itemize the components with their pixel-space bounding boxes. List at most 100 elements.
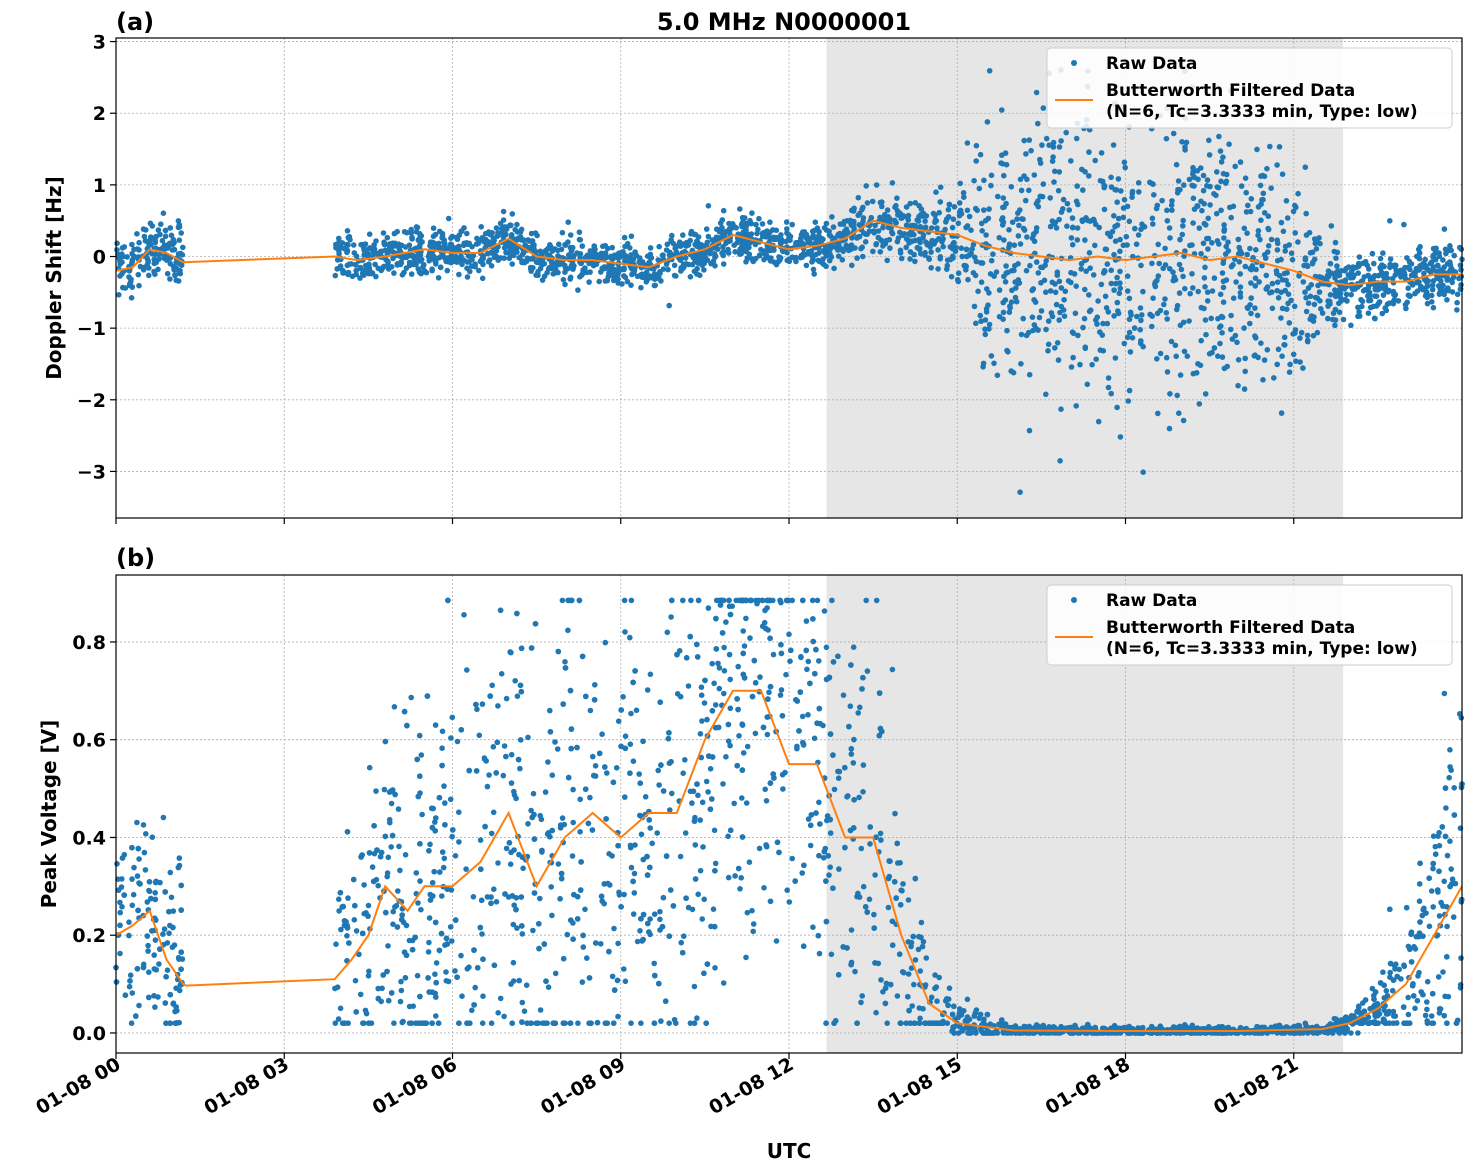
raw-data-point — [402, 244, 409, 250]
raw-data-point — [1126, 218, 1133, 225]
raw-data-point — [353, 928, 360, 934]
raw-data-point — [155, 227, 162, 233]
raw-data-point — [871, 228, 877, 234]
raw-data-point — [657, 268, 663, 275]
raw-data-point — [160, 210, 167, 216]
raw-data-point — [1279, 305, 1286, 312]
raw-data-point — [811, 735, 818, 742]
raw-data-point — [1163, 310, 1170, 316]
raw-data-point — [1099, 178, 1106, 185]
raw-data-point — [128, 295, 135, 301]
raw-data-point — [823, 644, 830, 651]
raw-data-point — [1032, 299, 1039, 305]
raw-data-point — [1281, 270, 1288, 277]
raw-data-point — [488, 830, 495, 837]
raw-data-point — [167, 869, 174, 876]
raw-data-point — [1318, 306, 1324, 312]
raw-data-point — [464, 265, 470, 272]
raw-data-point — [1307, 250, 1314, 256]
raw-data-point — [667, 807, 673, 813]
raw-data-point — [1214, 184, 1220, 190]
raw-data-point — [1385, 289, 1392, 295]
raw-data-point — [633, 252, 640, 259]
raw-data-point — [373, 788, 379, 794]
raw-data-point — [452, 968, 458, 974]
raw-data-point — [508, 751, 515, 758]
raw-data-point — [631, 266, 638, 273]
raw-data-point — [986, 206, 992, 212]
raw-data-point — [1152, 283, 1159, 290]
raw-data-point — [1160, 265, 1166, 272]
raw-data-point — [695, 891, 701, 898]
raw-data-point — [1115, 215, 1122, 222]
raw-data-point — [1211, 345, 1218, 351]
raw-data-point — [920, 235, 926, 241]
raw-data-point — [1329, 316, 1336, 323]
raw-data-point — [519, 999, 526, 1006]
raw-data-point — [448, 735, 454, 741]
raw-data-point — [1213, 210, 1220, 217]
raw-data-point — [1441, 690, 1448, 697]
raw-data-point — [456, 839, 462, 845]
raw-data-point — [1362, 258, 1369, 265]
raw-data-point — [705, 203, 712, 209]
raw-data-point — [697, 867, 704, 874]
raw-data-point — [516, 977, 522, 984]
raw-data-point — [995, 193, 1001, 200]
raw-data-point — [1252, 275, 1259, 282]
raw-data-point — [810, 266, 817, 273]
raw-data-point — [1390, 288, 1397, 295]
raw-data-point — [986, 68, 993, 74]
raw-data-point — [1104, 320, 1111, 327]
raw-data-point — [463, 866, 469, 872]
raw-data-point — [985, 302, 991, 309]
raw-data-point — [1087, 265, 1093, 272]
raw-data-point — [1170, 130, 1177, 137]
raw-data-point — [963, 246, 970, 253]
raw-data-point — [628, 1020, 634, 1026]
raw-data-point — [1140, 469, 1146, 476]
raw-data-point — [1228, 326, 1234, 333]
raw-data-point — [866, 896, 873, 903]
raw-data-point — [398, 987, 405, 994]
raw-data-point — [1281, 342, 1287, 348]
raw-data-point — [673, 273, 679, 279]
raw-data-point — [885, 875, 892, 882]
raw-data-point — [357, 991, 364, 998]
raw-data-point — [1211, 275, 1218, 281]
raw-data-point — [789, 855, 795, 862]
raw-data-point — [488, 263, 495, 269]
raw-data-point — [926, 256, 932, 263]
raw-data-point — [521, 1008, 528, 1014]
raw-data-point — [472, 984, 479, 991]
raw-data-point — [744, 909, 751, 916]
raw-data-point — [615, 276, 621, 283]
raw-data-point — [739, 243, 745, 250]
raw-data-point — [495, 1010, 502, 1016]
raw-data-point — [835, 775, 842, 781]
raw-data-point — [510, 959, 517, 966]
raw-data-point — [549, 772, 556, 778]
raw-data-point — [361, 882, 367, 888]
raw-data-point — [477, 837, 484, 843]
raw-data-point — [1102, 293, 1109, 300]
raw-data-point — [461, 225, 467, 231]
raw-data-point — [1242, 263, 1249, 270]
raw-data-point — [996, 234, 1003, 241]
raw-data-point — [660, 252, 666, 258]
raw-data-point — [512, 678, 518, 684]
raw-data-point — [750, 921, 757, 927]
raw-data-point — [1035, 198, 1041, 204]
raw-data-point — [933, 189, 939, 195]
raw-data-point — [1004, 327, 1010, 334]
raw-data-point — [1164, 369, 1171, 375]
raw-data-point — [395, 241, 402, 247]
raw-data-point — [1017, 489, 1023, 496]
raw-data-point — [633, 707, 640, 714]
raw-data-point — [878, 837, 884, 843]
raw-data-point — [1108, 280, 1115, 287]
raw-data-point — [1074, 237, 1081, 243]
raw-data-point — [1149, 215, 1156, 222]
raw-data-point — [176, 270, 182, 276]
raw-data-point — [809, 228, 816, 235]
